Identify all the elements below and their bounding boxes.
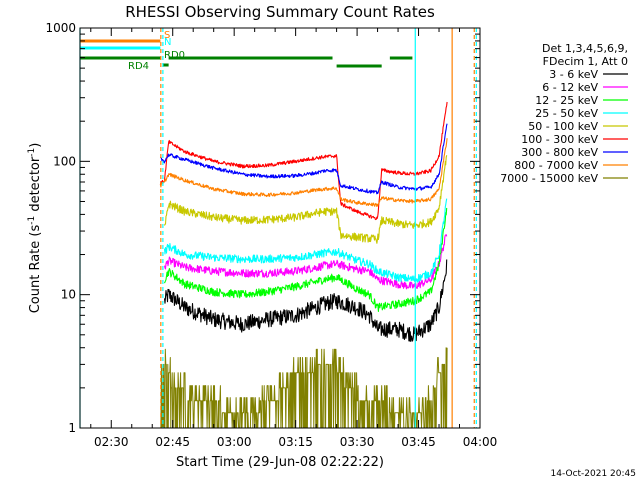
series-line xyxy=(163,155,448,244)
series-line xyxy=(163,207,448,312)
legend-label: 12 - 25 keV xyxy=(535,94,598,107)
legend: Det 1,3,4,5,6,9,FDecim 1, Att 03 - 6 keV… xyxy=(500,42,628,185)
vertical-markers xyxy=(79,28,477,428)
flag-label: N xyxy=(164,37,171,48)
flag-label: RD0 xyxy=(164,50,185,61)
state-flags: SN RD0 RD4 xyxy=(80,30,413,72)
legend-label: 6 - 12 keV xyxy=(542,81,598,94)
x-axis-ticks: 02:30 02:45 03:00 03:15 03:30 03:45 04:00 xyxy=(90,28,498,449)
flag-label: RD4 xyxy=(128,61,149,72)
legend-header: FDecim 1, Att 0 xyxy=(543,55,628,68)
legend-label: 300 - 800 keV xyxy=(521,146,598,159)
x-tick-label: 03:45 xyxy=(401,435,436,449)
legend-label: 50 - 100 keV xyxy=(528,120,598,133)
x-tick-label: 03:30 xyxy=(340,435,375,449)
y-axis-label: Count Rate (s-1 detector-1) xyxy=(27,143,43,314)
footer-date: 14-Oct-2021 20:45 xyxy=(551,469,636,479)
y-tick-label: 10 xyxy=(61,288,76,302)
y-tick-label: 1000 xyxy=(45,21,76,35)
series-line xyxy=(159,123,448,195)
series-layer xyxy=(159,101,448,429)
series-line xyxy=(160,347,448,429)
flag-label: S xyxy=(164,30,170,41)
y-axis-ticks: 1 10 100 1000 xyxy=(45,21,480,435)
legend-label: 25 - 50 keV xyxy=(535,107,598,120)
series-line xyxy=(163,259,448,342)
legend-label: 7000 - 15000 keV xyxy=(500,172,598,185)
legend-header: Det 1,3,4,5,6,9, xyxy=(542,42,628,55)
series-line xyxy=(159,138,448,207)
y-tick-label: 1 xyxy=(68,421,76,435)
series-line xyxy=(159,101,448,221)
chart-title: RHESSI Observing Summary Count Rates xyxy=(125,3,435,21)
legend-label: 800 - 7000 keV xyxy=(514,159,598,172)
x-tick-label: 04:00 xyxy=(463,435,498,449)
legend-label: 100 - 300 keV xyxy=(521,133,598,146)
x-tick-label: 02:45 xyxy=(155,435,190,449)
x-axis-label: Start Time (29-Jun-08 02:22:22) xyxy=(176,455,384,470)
series-line xyxy=(163,234,448,290)
legend-label: 3 - 6 keV xyxy=(549,68,598,81)
x-tick-label: 03:15 xyxy=(278,435,313,449)
x-tick-label: 03:00 xyxy=(217,435,252,449)
series-line xyxy=(163,198,448,283)
x-tick-label: 02:30 xyxy=(94,435,129,449)
y-tick-label: 100 xyxy=(53,154,76,168)
plot-frame xyxy=(79,27,481,429)
